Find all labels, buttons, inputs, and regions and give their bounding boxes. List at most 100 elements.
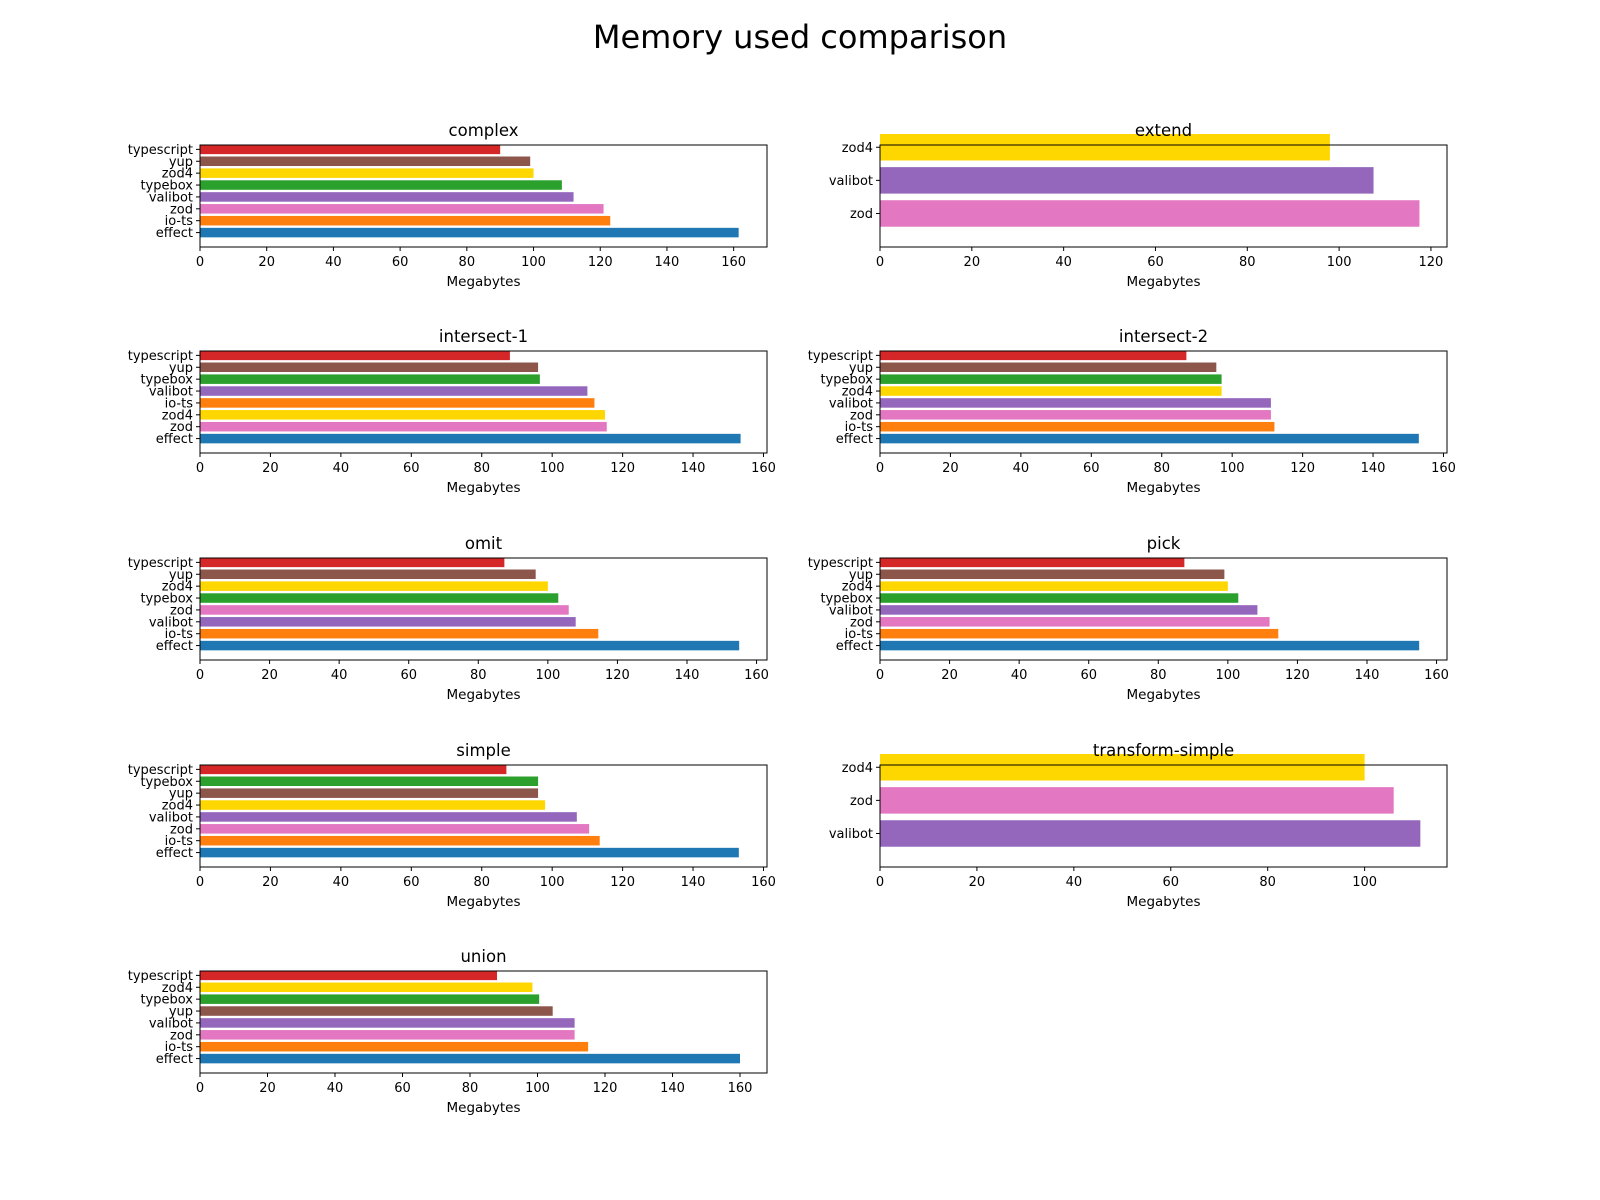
y-tick-label: zod4: [162, 408, 193, 423]
x-tick-label: 140: [660, 1081, 685, 1096]
bar-valibot: [200, 386, 588, 396]
x-tick-label: 160: [744, 668, 769, 683]
x-tick-label: 60: [1147, 255, 1164, 270]
y-tick-label: typescript: [128, 969, 193, 984]
y-tick-label: zod: [850, 794, 873, 809]
subplot-title: simple: [456, 741, 510, 760]
bar-zod4: [200, 168, 534, 178]
y-tick-label: zod4: [842, 385, 873, 400]
subplot-union: effectio-tszodvalibotyuptypeboxzod4types…: [128, 947, 768, 1116]
bar-valibot: [200, 812, 577, 822]
x-tick-label: 60: [1162, 875, 1179, 890]
x-tick-label: 140: [681, 461, 706, 476]
bar-typebox: [200, 180, 562, 190]
y-tick-label: zod4: [162, 981, 193, 996]
y-tick-label: yup: [849, 361, 873, 376]
x-tick-label: 140: [675, 668, 700, 683]
x-tick-label: 40: [325, 255, 342, 270]
y-tick-label: io-ts: [845, 627, 874, 642]
axes-frame: [199, 144, 768, 248]
figure-title: Memory used comparison: [592, 18, 1008, 56]
subplot-intersect-1: effectzodzod4io-tsvalibottypeboxyuptypes…: [128, 327, 776, 496]
subplot-title: transform-simple: [1093, 741, 1234, 760]
bar-yup: [200, 156, 531, 167]
x-tick-label: 120: [588, 255, 613, 270]
bar-valibot: [880, 820, 1421, 847]
x-tick-label: 40: [331, 668, 348, 683]
y-tick-label: typebox: [140, 775, 193, 790]
bar-typebox: [200, 593, 559, 603]
bar-zod4: [880, 581, 1228, 591]
axes-frame: [879, 144, 1448, 248]
x-tick-label: 40: [1066, 875, 1083, 890]
y-tick-label: effect: [156, 226, 193, 241]
y-tick-label: yup: [169, 1005, 193, 1020]
bar-io-ts: [200, 628, 599, 639]
y-tick-label: valibot: [829, 603, 873, 618]
bar-valibot: [200, 617, 576, 627]
bar-zod4: [200, 581, 548, 591]
x-tick-label: 60: [403, 875, 420, 890]
bar-typescript: [880, 557, 1185, 568]
x-tick-label: 80: [470, 668, 487, 683]
axes-frame: [879, 557, 1448, 661]
x-tick-label: 80: [473, 461, 490, 476]
bar-effect: [200, 433, 741, 444]
x-tick-label: 60: [403, 461, 420, 476]
x-axis-label: Megabytes: [1127, 274, 1201, 290]
y-tick-label: effect: [156, 639, 193, 654]
x-tick-label: 0: [196, 1081, 204, 1096]
x-tick-label: 120: [610, 461, 635, 476]
subplot-simple: effectio-tszodvalibotzod4yuptypeboxtypes…: [128, 741, 776, 910]
y-tick-label: valibot: [829, 827, 873, 842]
y-tick-label: zod: [850, 207, 873, 222]
x-tick-label: 0: [196, 668, 204, 683]
x-tick-label: 100: [521, 255, 546, 270]
y-tick-label: yup: [849, 568, 873, 583]
x-tick-label: 0: [196, 875, 204, 890]
x-tick-label: 80: [462, 1081, 479, 1096]
x-tick-label: 120: [593, 1081, 618, 1096]
x-tick-label: 100: [1220, 461, 1245, 476]
y-tick-label: yup: [169, 361, 193, 376]
y-tick-label: valibot: [829, 396, 873, 411]
bar-zod4: [200, 800, 546, 810]
x-tick-label: 0: [876, 255, 884, 270]
x-tick-label: 20: [941, 668, 958, 683]
bar-typescript: [200, 764, 507, 775]
bar-io-ts: [200, 1041, 589, 1052]
subplot-intersect-2: effectio-tszodvalibotzod4typeboxyuptypes…: [808, 327, 1456, 496]
y-tick-label: typebox: [140, 592, 193, 607]
bar-zod4: [200, 410, 605, 420]
bar-typescript: [200, 350, 510, 361]
subplot-title: omit: [465, 534, 503, 553]
y-tick-label: zod4: [842, 580, 873, 595]
x-tick-label: 80: [1153, 461, 1170, 476]
bar-valibot: [200, 192, 574, 202]
y-tick-label: yup: [169, 787, 193, 802]
bar-zod: [880, 787, 1394, 814]
x-tick-label: 160: [751, 461, 776, 476]
y-tick-label: io-ts: [845, 420, 874, 435]
bar-valibot: [200, 1018, 575, 1028]
subplot-title: intersect-1: [439, 327, 528, 346]
y-tick-label: typescript: [128, 143, 193, 158]
bar-effect: [200, 847, 739, 858]
x-tick-label: 100: [535, 668, 560, 683]
x-tick-label: 60: [400, 668, 417, 683]
x-tick-label: 160: [1431, 461, 1456, 476]
y-tick-label: typebox: [140, 373, 193, 388]
bar-yup: [880, 569, 1225, 580]
bar-typescript: [880, 350, 1187, 361]
y-tick-label: zod: [850, 408, 873, 423]
x-axis-label: Megabytes: [447, 274, 521, 290]
x-tick-label: 40: [1013, 461, 1030, 476]
y-tick-label: io-ts: [165, 1040, 194, 1055]
bar-zod: [200, 605, 569, 615]
bar-io-ts: [200, 835, 600, 846]
y-tick-label: io-ts: [165, 214, 194, 229]
y-tick-label: zod4: [162, 580, 193, 595]
x-tick-label: 60: [1080, 668, 1097, 683]
bar-yup: [200, 788, 539, 798]
